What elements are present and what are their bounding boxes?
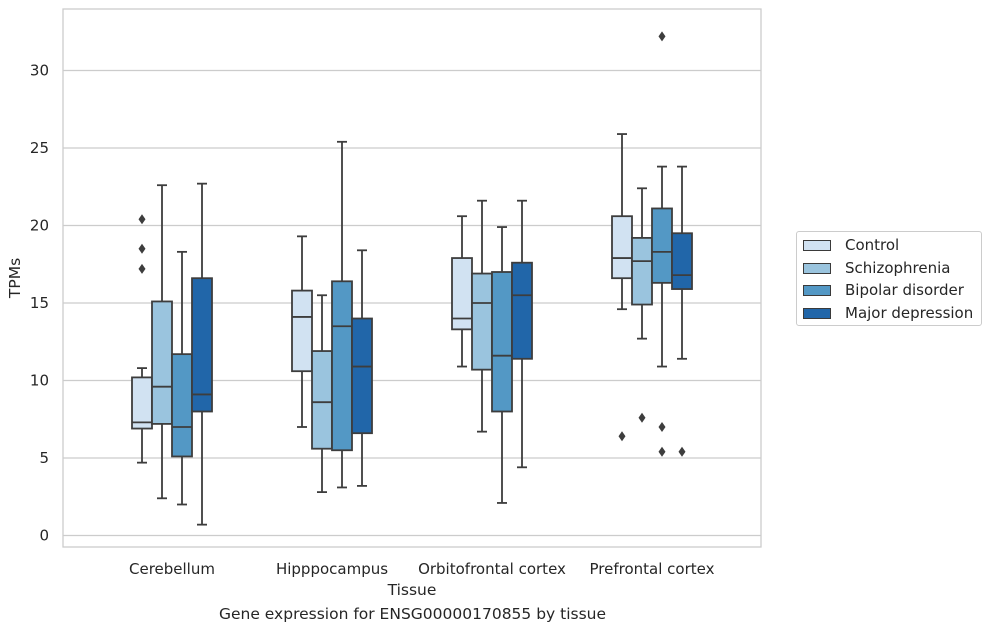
y-tick-label-10: 10	[30, 372, 49, 390]
box-iqr	[611, 215, 633, 280]
y-tick-label-30: 30	[30, 62, 49, 80]
box-iqr	[511, 261, 533, 360]
x-axis-label: Tissue	[387, 581, 437, 599]
outlier-point	[638, 412, 646, 423]
box-iqr	[491, 271, 513, 413]
box-bipolar-disorder-hipppocampus	[331, 140, 353, 489]
box-major-depression-cerebellum	[191, 182, 213, 526]
box-schizophrenia-orbitofrontal-cortex	[471, 199, 493, 433]
x-tick-label-hipppocampus: Hipppocampus	[276, 560, 388, 578]
box-iqr	[331, 280, 353, 452]
outlier-point	[138, 243, 146, 254]
box-iqr	[351, 317, 373, 435]
legend-swatch-bipolar-disorder	[803, 284, 831, 296]
box-control-prefrontal-cortex	[611, 133, 633, 442]
outlier-point	[658, 31, 666, 42]
outlier-point	[658, 422, 666, 432]
box-iqr	[651, 207, 673, 284]
x-tick-label-orbitofrontal-cortex: Orbitofrontal cortex	[418, 560, 566, 578]
x-tick-label-prefrontal-cortex: Prefrontal cortex	[590, 560, 715, 578]
box-iqr	[311, 350, 333, 450]
outlier-point	[678, 446, 686, 457]
box-schizophrenia-hipppocampus	[311, 294, 333, 494]
box-bipolar-disorder-cerebellum	[171, 250, 193, 506]
box-bipolar-disorder-prefrontal-cortex	[651, 31, 673, 457]
y-tick-label-15: 15	[30, 294, 49, 312]
box-iqr	[171, 353, 193, 458]
box-iqr	[291, 289, 313, 373]
box-iqr	[631, 236, 653, 306]
box-schizophrenia-cerebellum	[151, 184, 173, 500]
box-iqr	[671, 232, 693, 290]
box-major-depression-hipppocampus	[351, 249, 373, 487]
legend-label-schizophrenia: Schizophrenia	[845, 259, 951, 277]
x-tick-labels: Cerebellum Hipppocampus Orbitofrontal cort…	[129, 560, 715, 578]
legend-swatch-control	[803, 239, 831, 251]
box-major-depression-orbitofrontal-cortex	[511, 199, 533, 469]
chart-caption: Gene expression for ENSG00000170855 by t…	[218, 605, 607, 623]
plot-frame	[62, 8, 762, 548]
y-axis-label: TPMs	[6, 258, 24, 299]
outlier-point	[138, 214, 146, 225]
legend: Control Schizophrenia Bipolar disorder M…	[796, 231, 982, 326]
legend-swatch-schizophrenia	[803, 262, 831, 274]
outlier-point	[658, 446, 666, 457]
box-bipolar-disorder-orbitofrontal-cortex	[491, 226, 513, 504]
y-tick-label-20: 20	[30, 217, 49, 235]
box-iqr	[131, 376, 153, 430]
box-iqr	[151, 300, 173, 425]
y-tick-label-5: 5	[39, 449, 49, 467]
box-control-cerebellum	[131, 214, 153, 464]
legend-swatch-major-depression	[803, 307, 831, 319]
legend-label-control: Control	[845, 236, 900, 254]
box-major-depression-prefrontal-cortex	[671, 165, 693, 457]
outlier-point	[618, 431, 626, 442]
legend-label-major-depression: Major depression	[845, 304, 974, 322]
legend-item-schizophrenia: Schizophrenia	[803, 258, 950, 278]
box-schizophrenia-prefrontal-cortex	[631, 187, 653, 423]
box-layer	[131, 31, 693, 526]
box-control-hipppocampus	[291, 235, 313, 428]
y-tick-label-25: 25	[30, 139, 49, 157]
box-iqr	[471, 272, 493, 371]
box-control-orbitofrontal-cortex	[451, 215, 473, 368]
x-tick-label-cerebellum: Cerebellum	[129, 560, 215, 578]
legend-item-control: Control	[803, 235, 899, 255]
legend-item-major-depression: Major depression	[803, 303, 973, 323]
legend-label-bipolar-disorder: Bipolar disorder	[845, 281, 964, 299]
legend-item-bipolar-disorder: Bipolar disorder	[803, 280, 964, 300]
y-tick-labels: 0 5 10 15 20 25 30	[30, 62, 49, 545]
outlier-point	[138, 263, 146, 274]
box-iqr	[191, 277, 213, 413]
y-tick-label-0: 0	[39, 527, 49, 545]
